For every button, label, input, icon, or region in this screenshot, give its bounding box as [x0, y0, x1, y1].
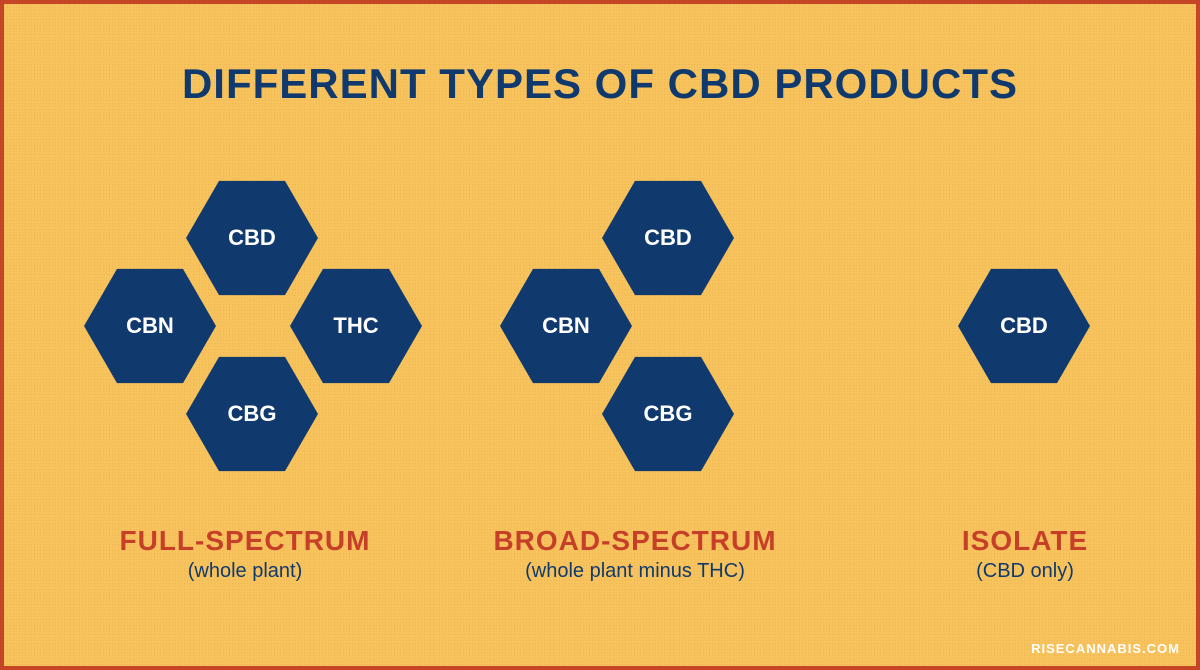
section-title-full: FULL-SPECTRUM	[95, 525, 395, 557]
section-subtitle-full: (whole plant)	[95, 560, 395, 583]
hex-label: CBG	[644, 401, 693, 427]
section-subtitle-isolate: (CBD only)	[915, 560, 1135, 583]
watermark: RISECANNABIS.COM	[1031, 641, 1180, 656]
section-title-broad: BROAD-SPECTRUM	[470, 525, 800, 557]
hex-label: CBD	[644, 225, 692, 251]
hex-label: CBG	[228, 401, 277, 427]
section-subtitle-broad: (whole plant minus THC)	[470, 560, 800, 583]
section-title-isolate: ISOLATE	[915, 525, 1135, 557]
hex-label: THC	[333, 313, 378, 339]
hex-label: CBD	[1000, 313, 1048, 339]
page-title: DIFFERENT TYPES OF CBD PRODUCTS	[0, 60, 1200, 108]
hex-label: CBN	[542, 313, 590, 339]
hex-label: CBD	[228, 225, 276, 251]
infographic-canvas: DIFFERENT TYPES OF CBD PRODUCTS CBN CBD …	[0, 0, 1200, 670]
hex-label: CBN	[126, 313, 174, 339]
